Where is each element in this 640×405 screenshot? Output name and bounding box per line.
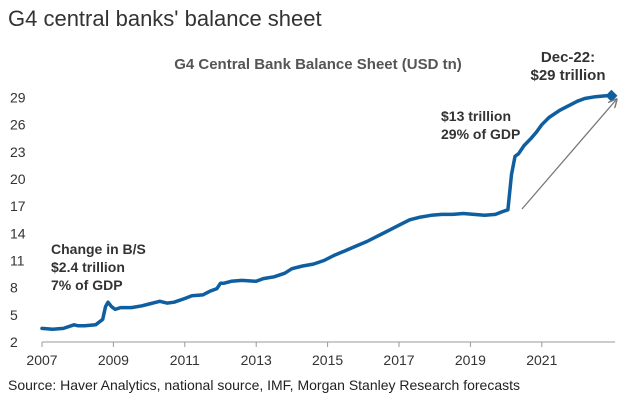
x-tick-label: 2013 xyxy=(241,352,272,368)
y-tick-label: 2 xyxy=(10,334,18,350)
y-tick-label: 29 xyxy=(10,90,26,106)
y-tick-label: 11 xyxy=(10,253,25,269)
annotation-gfc-line2: $2.4 trillion xyxy=(51,259,125,275)
y-tick-label: 14 xyxy=(10,225,26,241)
growth-arrow xyxy=(521,100,616,210)
x-tick-label: 2015 xyxy=(312,352,343,368)
y-tick-label: 17 xyxy=(10,198,26,214)
y-axis: 2 5 8 11 14 17 20 23 26 29 xyxy=(10,90,26,350)
annotation-gfc-line3: 7% of GDP xyxy=(51,277,123,293)
series-line xyxy=(40,94,614,332)
x-axis: 2007 2009 2011 2013 2015 2017 2019 2021 xyxy=(26,352,557,368)
x-tick-label: 2017 xyxy=(383,352,414,368)
x-tick-label: 2019 xyxy=(455,352,486,368)
annotation-latest-line2: $29 trillion xyxy=(530,67,605,84)
annotation-latest-line1: Dec-22: xyxy=(541,49,595,66)
x-axis-tick-marks xyxy=(41,342,543,347)
y-tick-label: 26 xyxy=(10,117,26,133)
chart-title: G4 Central Bank Balance Sheet (USD tn) xyxy=(174,56,462,73)
annotation-covid-line1: $13 trillion xyxy=(441,108,511,124)
y-tick-label: 8 xyxy=(10,280,18,296)
annotation-covid: $13 trillion 29% of GDP xyxy=(441,108,520,142)
annotation-covid-line2: 29% of GDP xyxy=(441,126,520,142)
page-title: G4 central banks' balance sheet xyxy=(8,6,322,31)
x-tick-label: 2009 xyxy=(98,352,129,368)
x-tick-label: 2021 xyxy=(526,352,557,368)
x-tick-label: 2007 xyxy=(26,352,57,368)
annotation-gfc: Change in B/S $2.4 trillion 7% of GDP xyxy=(51,241,146,293)
y-tick-label: 23 xyxy=(10,144,26,160)
annotation-latest: Dec-22: $29 trillion xyxy=(530,49,605,84)
y-tick-label: 20 xyxy=(10,171,26,187)
x-tick-label: 2011 xyxy=(170,352,200,368)
y-tick-label: 5 xyxy=(10,307,18,323)
annotation-gfc-line1: Change in B/S xyxy=(51,241,146,257)
source-note: Source: Haver Analytics, national source… xyxy=(8,377,521,393)
